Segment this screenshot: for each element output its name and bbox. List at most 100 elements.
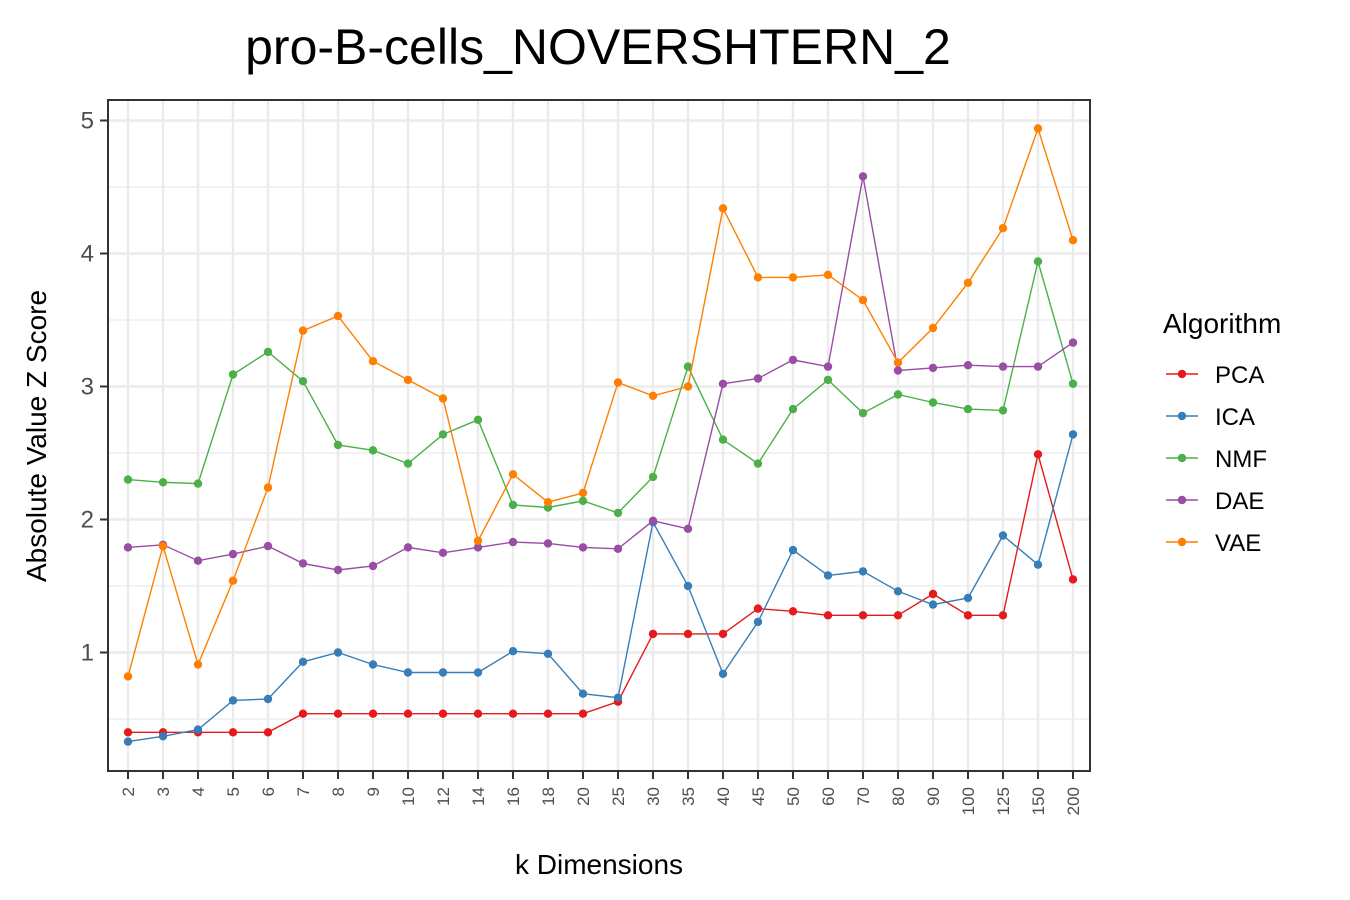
data-point-nmf bbox=[508, 500, 518, 510]
data-point-ica bbox=[438, 668, 448, 677]
minor-gridlines bbox=[108, 186, 1090, 720]
y-tick-label: 3 bbox=[81, 374, 94, 401]
data-point-ica bbox=[298, 657, 308, 666]
data-point-nmf bbox=[368, 446, 378, 455]
data-point-ica bbox=[543, 649, 553, 658]
x-tick-label: 9 bbox=[364, 787, 383, 796]
data-point-nmf bbox=[333, 440, 343, 450]
data-point-pca bbox=[648, 629, 658, 639]
data-point-dae bbox=[298, 559, 308, 568]
data-point-nmf bbox=[683, 362, 693, 371]
data-point-nmf bbox=[823, 375, 833, 385]
data-point-vae bbox=[823, 270, 833, 279]
series-line-nmf bbox=[127, 258, 1074, 514]
data-point-vae bbox=[123, 672, 133, 681]
data-point-dae bbox=[648, 516, 658, 525]
data-point-pca bbox=[333, 709, 343, 718]
x-tick-label: 7 bbox=[294, 787, 313, 796]
data-point-vae bbox=[858, 295, 868, 305]
data-point-nmf bbox=[123, 475, 133, 484]
data-point-ica bbox=[858, 567, 868, 576]
x-tick-label: 3 bbox=[154, 787, 173, 796]
data-point-ica bbox=[753, 617, 763, 627]
y-axis-title: Absolute Value Z Score bbox=[21, 290, 52, 582]
data-point-ica bbox=[263, 694, 273, 704]
data-point-ica bbox=[508, 647, 518, 656]
data-point-dae bbox=[613, 544, 623, 553]
data-point-nmf bbox=[1033, 257, 1043, 266]
chart-title: pro-B-cells_NOVERSHTERN_2 bbox=[245, 19, 951, 75]
x-tick-label: 20 bbox=[574, 787, 593, 806]
data-point-pca bbox=[298, 709, 308, 718]
data-point-ica bbox=[893, 587, 903, 596]
data-point-ica bbox=[473, 668, 483, 677]
data-point-ica bbox=[228, 696, 238, 705]
legend-point-ica bbox=[1177, 411, 1187, 421]
data-point-pca bbox=[1068, 575, 1078, 584]
data-point-ica bbox=[963, 593, 973, 603]
legend-label-pca: PCA bbox=[1215, 362, 1264, 389]
legend-label-vae: VAE bbox=[1215, 530, 1261, 557]
data-point-pca bbox=[543, 709, 553, 718]
data-point-pca bbox=[788, 607, 798, 616]
y-tick-label: 1 bbox=[81, 640, 94, 667]
data-point-vae bbox=[928, 323, 938, 333]
legend-label-dae: DAE bbox=[1215, 488, 1264, 515]
plot-border bbox=[107, 99, 1091, 772]
data-point-nmf bbox=[718, 435, 728, 444]
data-point-dae bbox=[1033, 362, 1043, 371]
data-point-dae bbox=[403, 543, 413, 552]
x-tick-label: 16 bbox=[504, 787, 523, 806]
legend: Algorithm PCA ICA NMF DAE VAE bbox=[1163, 308, 1281, 557]
series-line-vae bbox=[127, 126, 1074, 677]
plot-panel bbox=[107, 99, 1091, 772]
data-point-nmf bbox=[158, 478, 168, 487]
data-point-pca bbox=[123, 728, 133, 737]
data-point-nmf bbox=[648, 472, 658, 482]
data-point-ica bbox=[1068, 430, 1078, 439]
x-axis: 2 3 4 5 6 7 8 9 10 12 14 16 18 20 25 30 35 40 45 50 60 70 80 90… bbox=[119, 771, 1083, 815]
data-point-pca bbox=[928, 589, 938, 599]
data-point-ica bbox=[998, 531, 1008, 540]
data-point-nmf bbox=[788, 404, 798, 414]
y-tick-label: 5 bbox=[81, 108, 94, 135]
data-point-vae bbox=[193, 660, 203, 669]
y-tick-label: 4 bbox=[81, 241, 94, 268]
data-point-nmf bbox=[893, 390, 903, 399]
data-point-vae bbox=[438, 394, 448, 403]
data-point-vae bbox=[158, 541, 168, 551]
data-point-nmf bbox=[263, 347, 273, 357]
legend-point-vae bbox=[1177, 537, 1187, 547]
x-tick-label: 35 bbox=[679, 787, 698, 806]
data-point-dae bbox=[1068, 338, 1078, 347]
x-tick-label: 30 bbox=[644, 787, 663, 806]
legend-label-nmf: NMF bbox=[1215, 446, 1267, 473]
data-point-vae bbox=[963, 278, 973, 287]
x-axis-title: k Dimensions bbox=[515, 849, 683, 880]
data-point-dae bbox=[578, 543, 588, 552]
data-point-vae bbox=[753, 273, 763, 282]
x-tick-label: 18 bbox=[539, 787, 558, 806]
data-point-pca bbox=[823, 611, 833, 620]
data-point-ica bbox=[788, 545, 798, 555]
data-point-ica bbox=[1033, 560, 1043, 569]
data-point-nmf bbox=[963, 404, 973, 414]
data-point-pca bbox=[403, 709, 413, 718]
data-point-vae bbox=[683, 382, 693, 391]
x-tick-label: 25 bbox=[609, 787, 628, 806]
data-point-nmf bbox=[613, 508, 623, 518]
data-point-nmf bbox=[858, 408, 868, 418]
x-tick-label: 70 bbox=[854, 787, 873, 806]
data-point-nmf bbox=[473, 415, 483, 424]
data-point-ica bbox=[368, 660, 378, 669]
data-point-pca bbox=[578, 709, 588, 718]
data-point-dae bbox=[683, 524, 693, 533]
data-point-vae bbox=[998, 224, 1008, 233]
x-tick-label: 2 bbox=[119, 787, 138, 796]
data-point-ica bbox=[928, 600, 938, 609]
data-point-vae bbox=[263, 483, 273, 492]
data-point-ica bbox=[403, 668, 413, 677]
data-point-vae bbox=[718, 204, 728, 213]
x-tick-label: 50 bbox=[784, 787, 803, 806]
data-point-nmf bbox=[753, 459, 763, 468]
